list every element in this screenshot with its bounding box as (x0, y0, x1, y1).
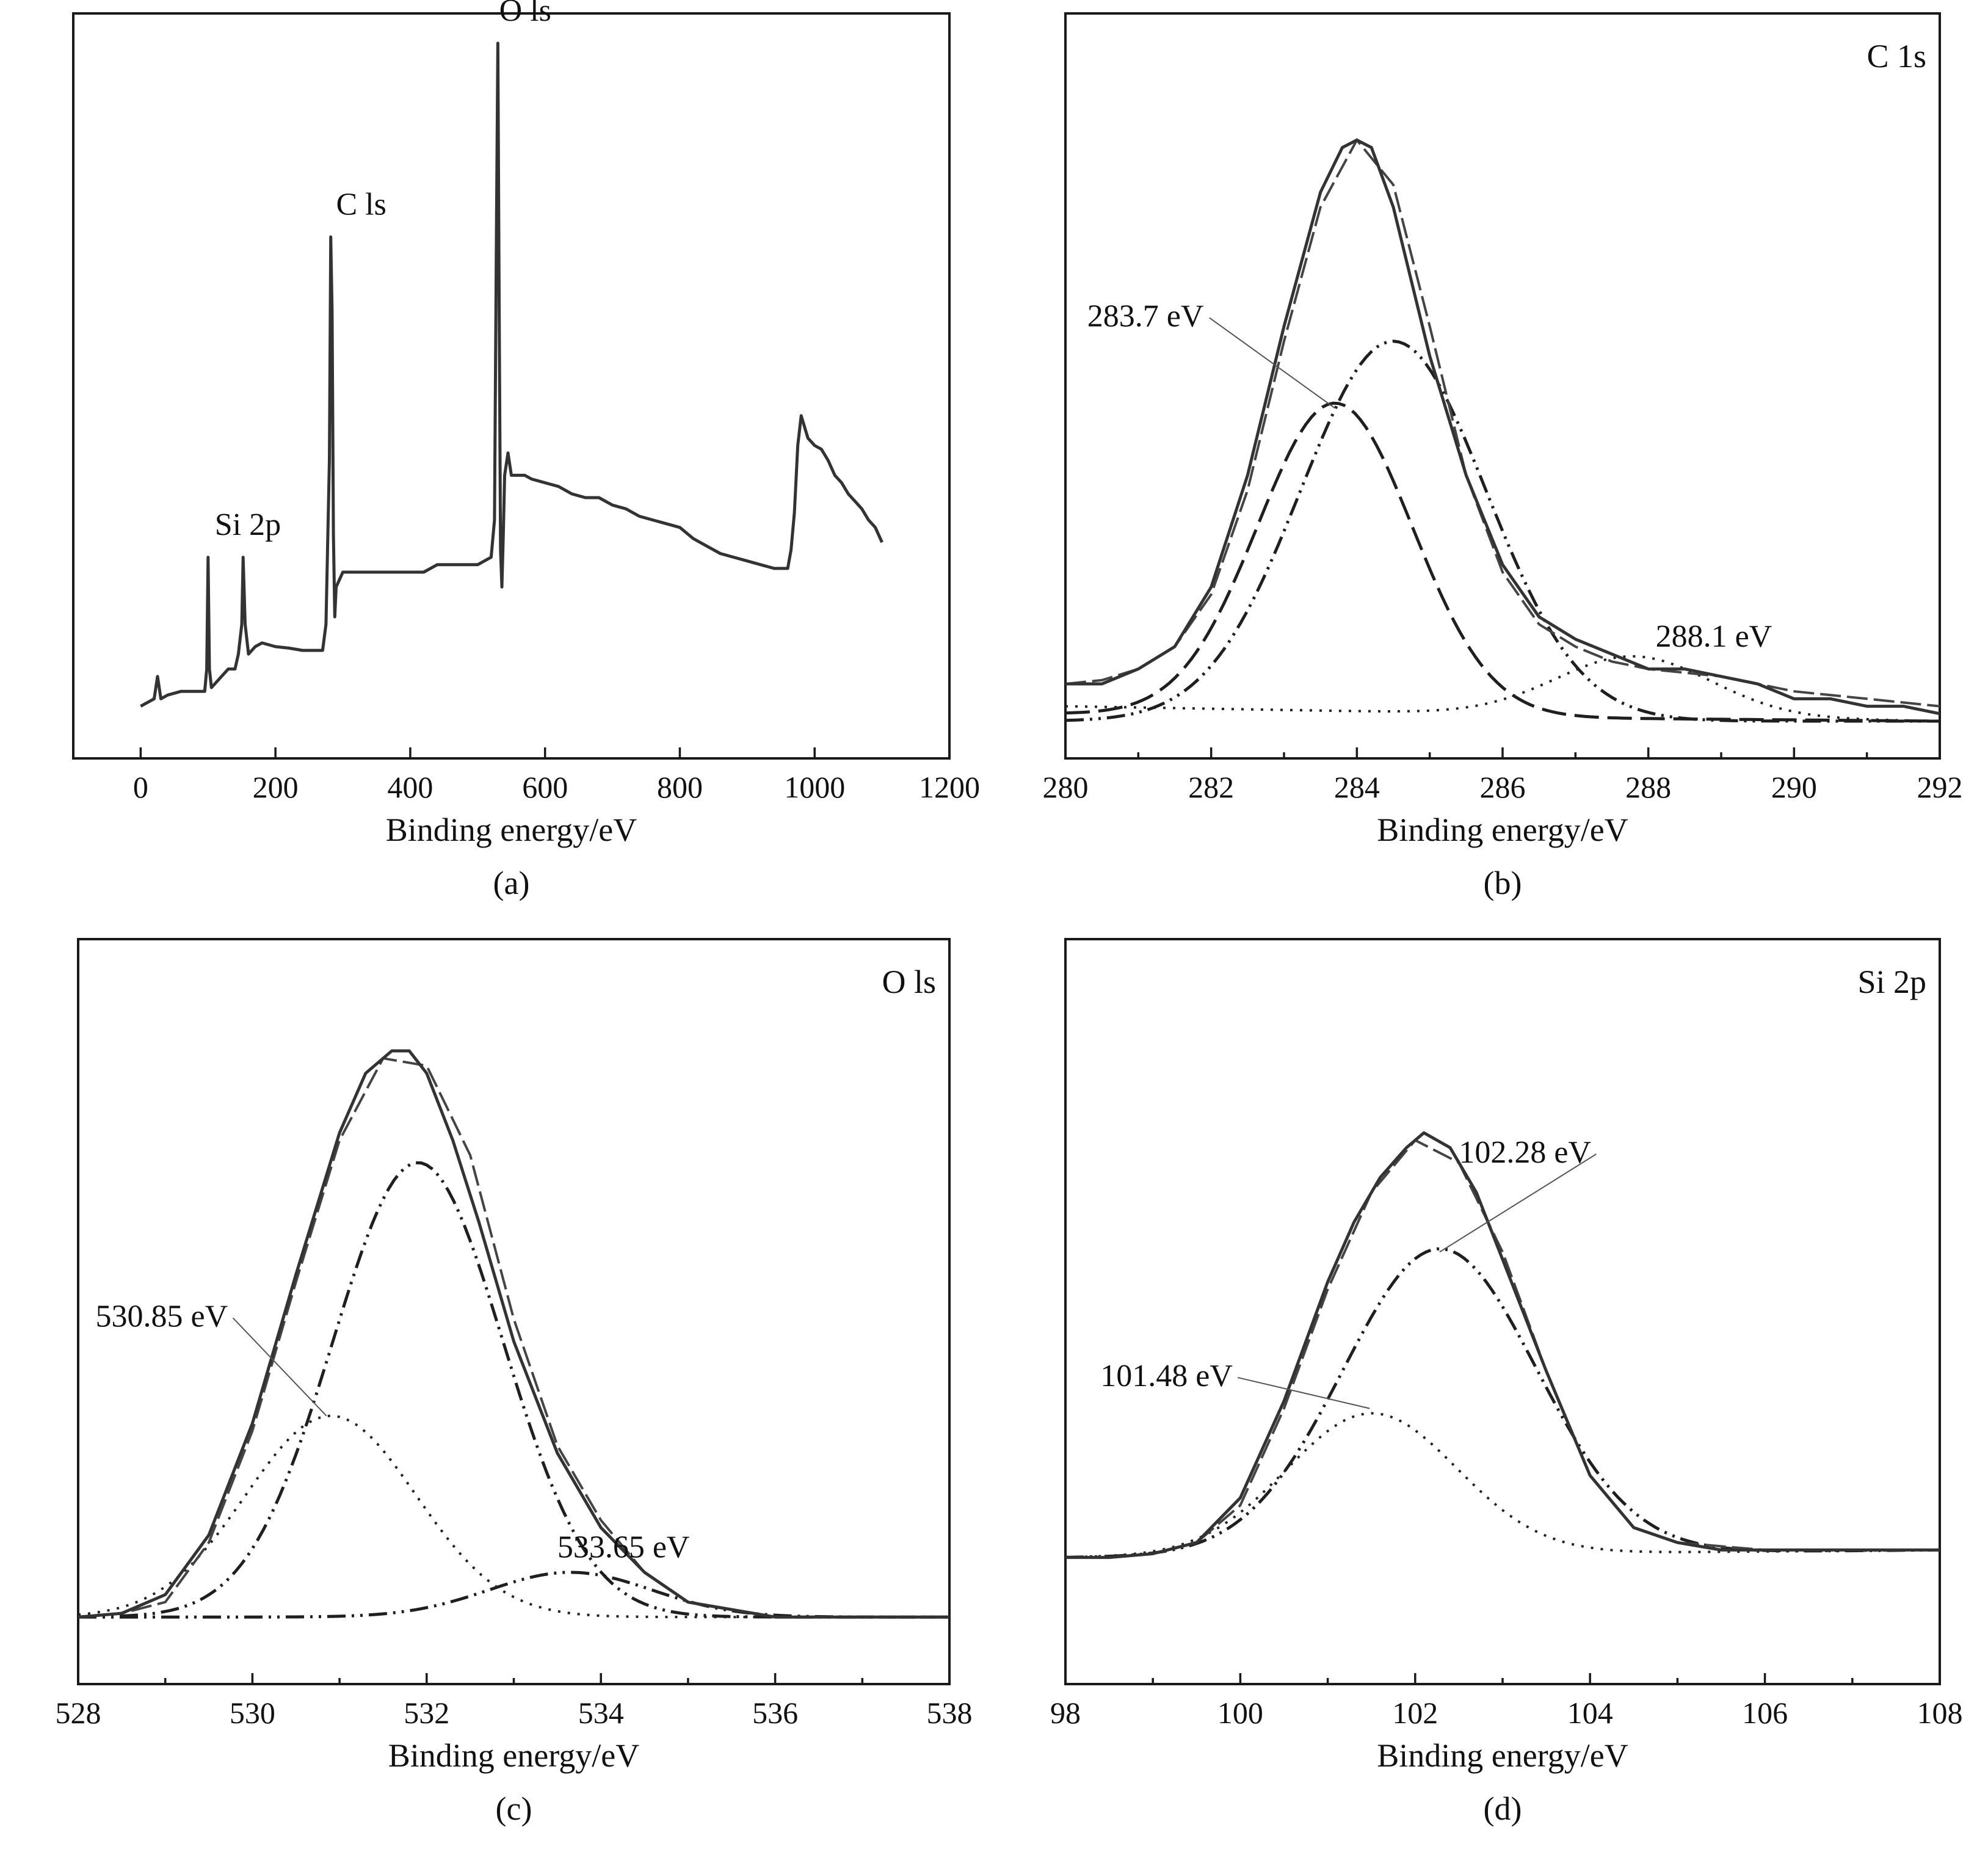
peak-annotation: O ls (499, 0, 551, 28)
series-raw (78, 1049, 949, 1619)
x-tick-label: 284 (1334, 770, 1380, 804)
x-tick-label: 108 (1917, 1696, 1963, 1730)
panel-d: 98 100 102 104 106 108 Binding energy/eV (d) Si … (1050, 938, 1963, 1827)
x-axis-label: Binding energy/eV (388, 1737, 639, 1774)
series-dot (1065, 1412, 1940, 1559)
x-tick-label: 104 (1567, 1696, 1613, 1730)
series-dot (78, 1414, 949, 1619)
series-raw (1065, 138, 1940, 716)
x-tick-label: 288 (1625, 770, 1671, 804)
panel-caption: (d) (1484, 1790, 1522, 1827)
annotation-leader-line (1439, 1153, 1597, 1253)
panel-corner-label: C 1s (1866, 38, 1926, 74)
x-tick-label: 400 (387, 770, 433, 804)
series-envelope (1065, 1138, 1940, 1559)
peak-annotation: 283.7 eV (1087, 299, 1204, 333)
x-tick-label: 538 (927, 1696, 973, 1730)
x-tick-label: 0 (133, 770, 148, 804)
x-tick-label: 102 (1392, 1696, 1438, 1730)
series-dashdot (78, 1161, 949, 1619)
x-tick-label: 536 (752, 1696, 798, 1730)
x-tick-label: 292 (1917, 770, 1963, 804)
x-tick-label: 282 (1188, 770, 1234, 804)
x-tick-label: 600 (522, 770, 568, 804)
panel-caption: (c) (496, 1790, 532, 1827)
panel-a: 0 200 400 600 800 1000 1200 Binding energy/eV (a… (72, 0, 980, 901)
panel-corner-label: Si 2p (1857, 964, 1926, 1000)
x-tick-label: 106 (1742, 1696, 1788, 1730)
series-raw (140, 42, 883, 708)
series-raw (1065, 1131, 1940, 1560)
panel-c: 528 530 532 534 536 538 Binding energy/eV (c) O … (56, 938, 973, 1827)
panel-corner-label: O ls (882, 964, 936, 1000)
series-dashdot (78, 1571, 949, 1619)
x-tick-label: 290 (1771, 770, 1817, 804)
x-tick-label: 1200 (919, 770, 980, 804)
x-tick-label: 200 (253, 770, 299, 804)
x-tick-label: 534 (578, 1696, 624, 1730)
panel-caption: (b) (1484, 865, 1522, 901)
annotation-leader-line (1209, 317, 1336, 409)
x-tick-label: 286 (1480, 770, 1526, 804)
series-dashdot (1065, 340, 1940, 723)
panel-caption: (a) (493, 865, 530, 901)
panel-d-curves (1065, 1131, 1940, 1560)
x-tick-label: 528 (56, 1696, 101, 1730)
x-tick-label: 1000 (784, 770, 845, 804)
panel-b-curves (1065, 137, 1940, 723)
panel-b-frame (1064, 12, 1941, 760)
peak-annotation: C ls (336, 187, 386, 222)
peak-annotation: Si 2p (215, 507, 281, 542)
x-tick-label: 532 (404, 1696, 449, 1730)
peak-annotation: 533.65 eV (557, 1530, 690, 1565)
panel-a-frame (72, 12, 951, 760)
panel-b: 280 282 284 286 288 290 292 Binding energy/eV (b… (1043, 12, 1963, 901)
x-tick-label: 800 (657, 770, 703, 804)
x-axis-label: Binding energy/eV (1377, 1737, 1628, 1774)
series-dash (1065, 401, 1940, 723)
peak-annotation: 101.48 eV (1100, 1359, 1233, 1393)
x-tick-label: 98 (1050, 1696, 1081, 1730)
x-axis-label: Binding energy/eV (386, 812, 637, 848)
annotation-leader-line (232, 1317, 327, 1417)
annotation-leader-line (1238, 1377, 1370, 1409)
peak-annotation: 288.1 eV (1656, 619, 1772, 654)
peak-annotation: 102.28 eV (1459, 1135, 1591, 1170)
x-tick-label: 100 (1217, 1696, 1263, 1730)
x-tick-label: 530 (230, 1696, 275, 1730)
series-dashdot (1065, 1247, 1940, 1559)
series-envelope (1065, 137, 1940, 708)
panel-a-curves (140, 42, 883, 708)
panel-c-curves (78, 1049, 949, 1619)
peak-annotation: 530.85 eV (96, 1299, 228, 1334)
x-axis-label: Binding energy/eV (1377, 812, 1628, 848)
panel-d-frame (1064, 938, 1941, 1685)
x-tick-label: 280 (1043, 770, 1089, 804)
